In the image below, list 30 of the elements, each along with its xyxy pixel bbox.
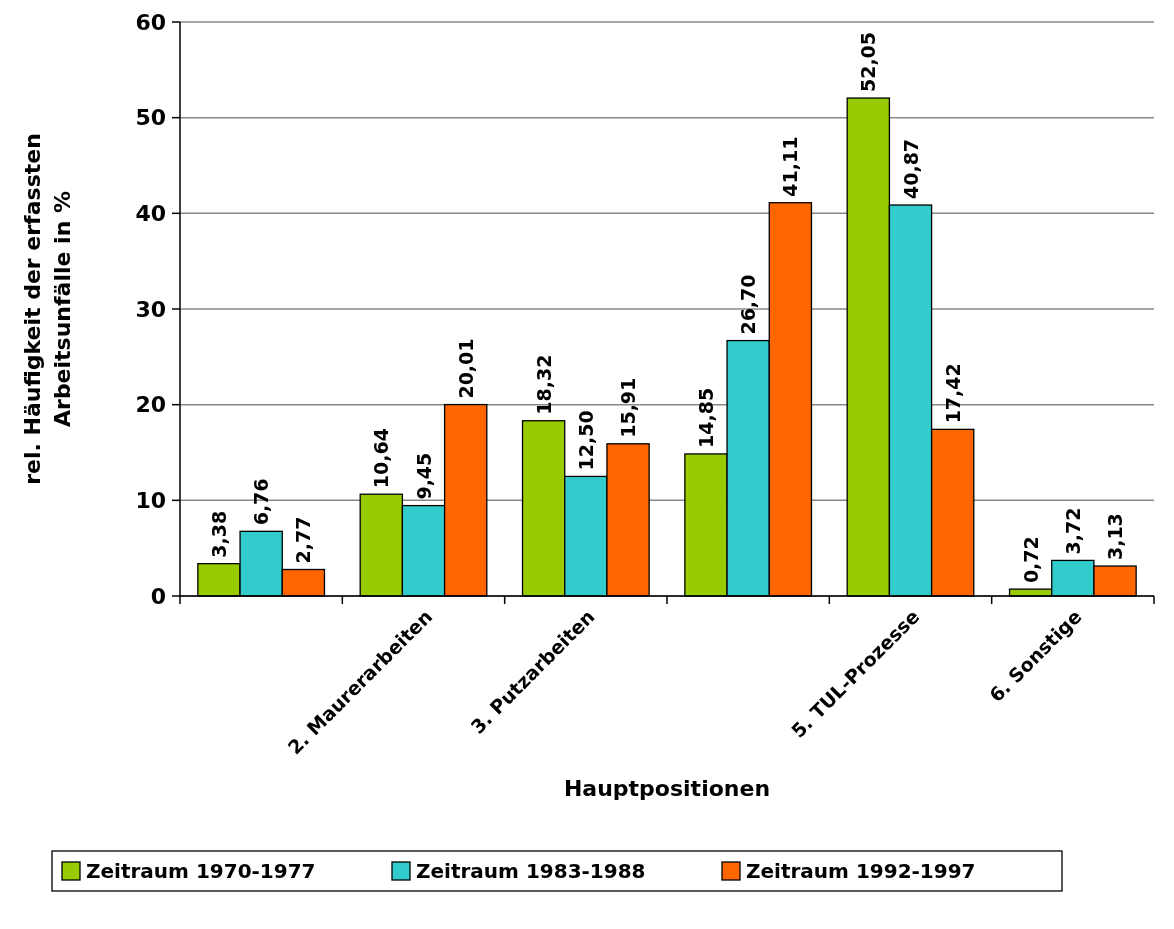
- data-label: 20,01: [454, 338, 477, 399]
- y-axis-title: rel. Häufigkeit der erfassten Arbeitsunfälle in %: [20, 133, 75, 485]
- data-label: 18,32: [532, 354, 555, 415]
- data-label: 3,13: [1104, 513, 1127, 561]
- legend-label: Zeitraum 1983-1988: [416, 859, 646, 883]
- data-label: 2,77: [292, 516, 315, 564]
- legend-label: Zeitraum 1992-1997: [746, 859, 976, 883]
- data-label: 3,72: [1061, 507, 1084, 555]
- y-tick-label: 40: [135, 201, 166, 227]
- x-axis-title: Hauptpositionen: [563, 776, 771, 801]
- data-label: 15,91: [617, 377, 640, 438]
- data-label: 52,05: [857, 31, 880, 93]
- y-tick-label: 10: [135, 488, 166, 514]
- data-label: 14,85: [694, 387, 717, 448]
- y-tick-label: 30: [135, 296, 166, 322]
- data-label: 0,72: [1019, 536, 1042, 584]
- data-label: 6,76: [250, 478, 273, 526]
- y-tick-label: 50: [135, 105, 166, 131]
- legend-label: Zeitraum 1970-1977: [86, 859, 316, 883]
- data-label: 17,42: [941, 363, 964, 424]
- data-label: 41,11: [779, 136, 802, 197]
- y-tick-label: 0: [150, 583, 166, 609]
- y-tick-label: 60: [135, 9, 166, 35]
- data-label: 40,87: [899, 138, 922, 200]
- data-label: 3,38: [207, 510, 230, 558]
- data-label: 9,45: [412, 452, 435, 500]
- y-tick-label: 20: [135, 392, 166, 418]
- data-label: 10,64: [370, 428, 393, 489]
- data-label: 26,70: [737, 274, 760, 335]
- data-label: 12,50: [574, 410, 597, 471]
